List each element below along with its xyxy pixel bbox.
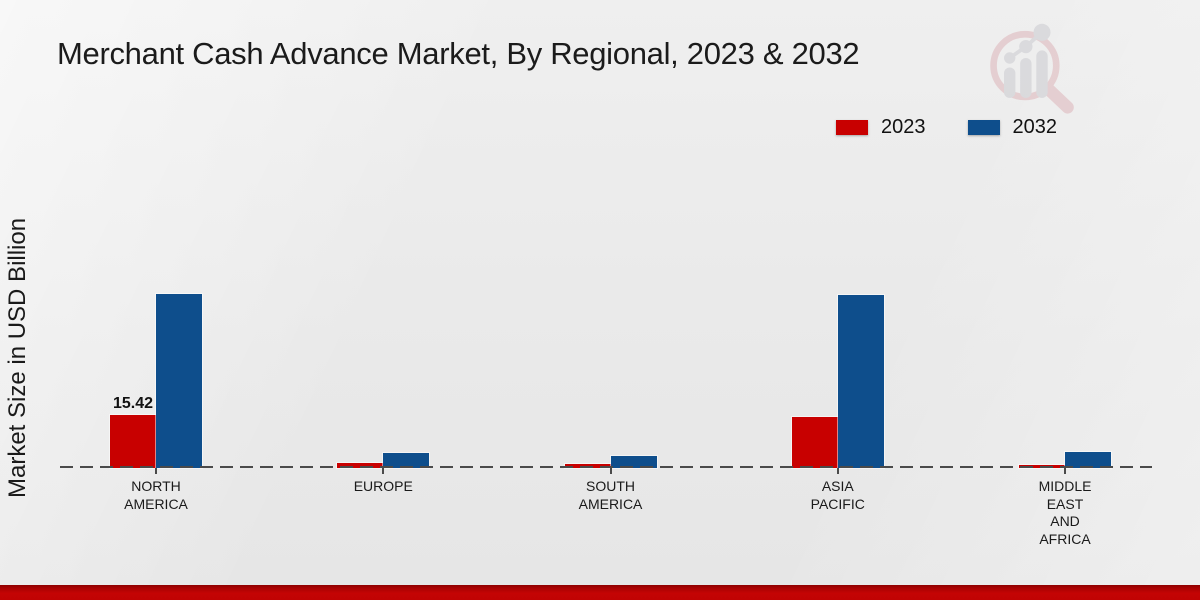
category-label-south-america: SOUTH AMERICA — [541, 478, 681, 513]
category-label-line: MIDDLE — [1038, 478, 1092, 494]
category-label-line: AFRICA — [1039, 530, 1091, 547]
category-label-europe: EUROPE — [313, 478, 453, 496]
category-label-line: EUROPE — [353, 478, 413, 494]
bar-asia-pacific-2023 — [791, 416, 838, 468]
legend-swatch-2032 — [967, 120, 1000, 135]
category-label-line: ASIA — [821, 478, 854, 494]
bar-value-label: 15.42 — [112, 395, 154, 412]
category-label-line: AND — [1050, 513, 1080, 529]
legend-label-2032: 2032 — [1012, 116, 1058, 138]
category-label-line: NORTH — [131, 478, 181, 494]
x-axis-baseline — [60, 466, 1152, 468]
category-label-line: PACIFIC — [810, 495, 865, 512]
bar-south-america-2023 — [564, 463, 611, 468]
axis-tick — [1064, 468, 1067, 474]
footer-red-band — [0, 585, 1200, 600]
chart-legend: 2023 2032 — [836, 116, 1057, 139]
bar-europe-2023 — [337, 462, 384, 468]
category-label-line: AMERICA — [578, 495, 643, 512]
bar-middle-east-and-africa-2032 — [1065, 451, 1112, 468]
axis-tick — [609, 468, 612, 474]
bar-asia-pacific-2032 — [837, 295, 884, 468]
axis-tick — [836, 468, 839, 474]
axis-tick — [155, 468, 158, 474]
category-label-line: AMERICA — [124, 495, 188, 512]
category-label-middle-east-and-africa: MIDDLE EAST AND AFRICA — [995, 478, 1135, 548]
legend-label-2023: 2023 — [881, 116, 926, 138]
chart-title: Merchant Cash Advance Market, By Regiona… — [57, 36, 860, 71]
legend-item-2032: 2032 — [967, 116, 1058, 139]
category-label-line: SOUTH — [586, 478, 636, 494]
category-label-north-america: NORTH AMERICA — [86, 478, 226, 513]
bar-north-america-2023 — [110, 415, 157, 468]
bar-south-america-2032 — [610, 456, 657, 468]
magnifier-bar-chart-logo-icon — [990, 23, 1074, 114]
legend-swatch-2023 — [836, 120, 868, 135]
category-label-asia-pacific: ASIA PACIFIC — [768, 478, 908, 513]
legend-item-2023: 2023 — [836, 116, 926, 139]
category-label-line: EAST — [1046, 495, 1084, 512]
bar-north-america-2032 — [156, 294, 203, 468]
axis-tick — [382, 468, 385, 474]
bar-europe-2032 — [383, 453, 430, 468]
